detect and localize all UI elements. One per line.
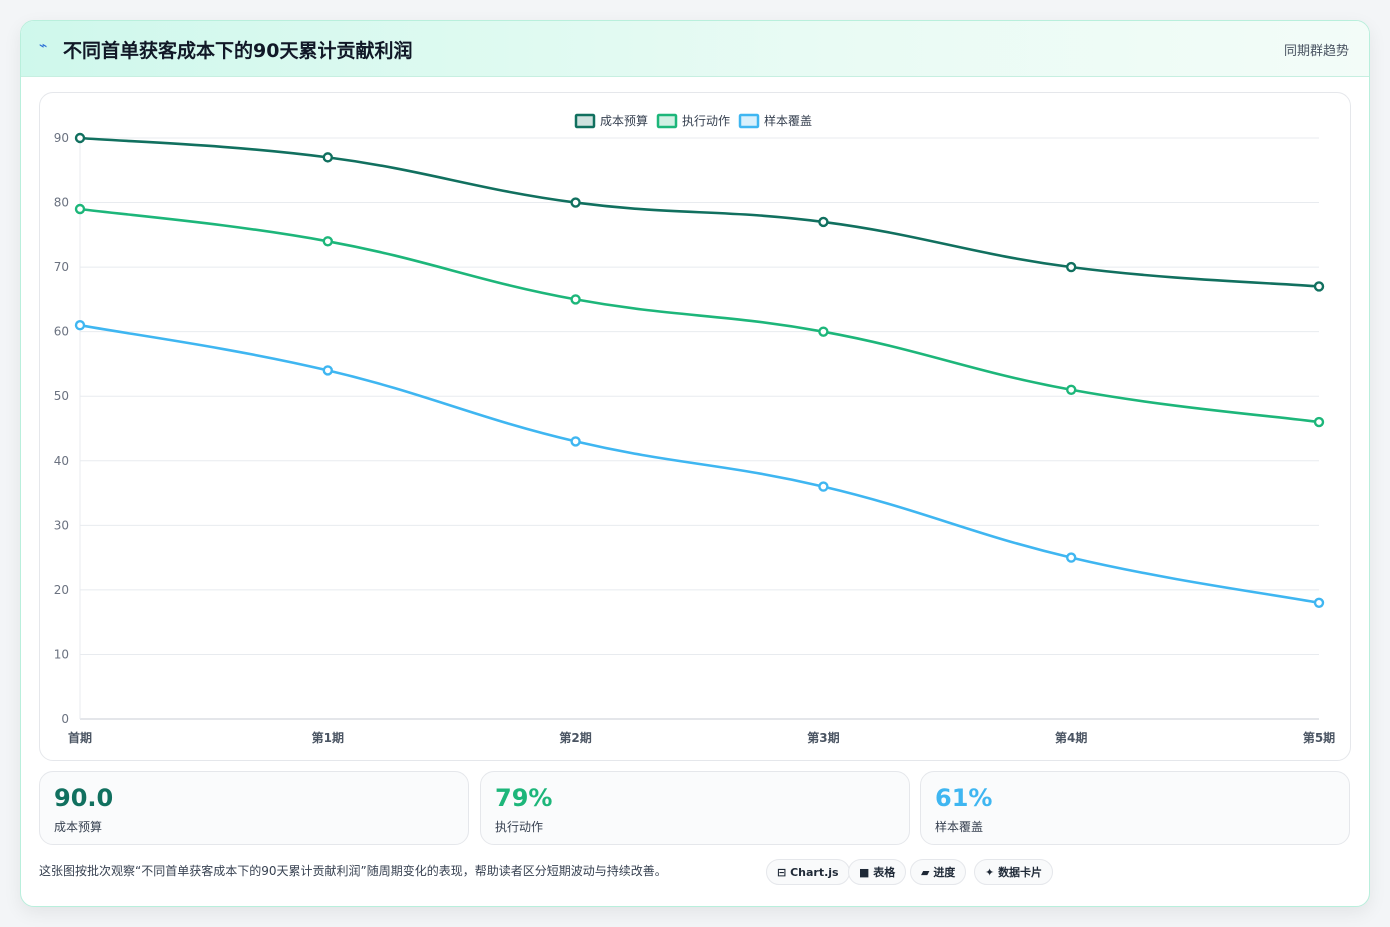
x-tick-label: 第2期 — [559, 730, 591, 745]
x-tick-label: 首期 — [68, 730, 92, 745]
legend-label: 成本预算 — [600, 113, 648, 128]
chart-icon: ⊟ — [777, 866, 787, 879]
legend-swatch — [738, 113, 760, 129]
data-point — [1065, 552, 1077, 563]
x-tick-label: 第1期 — [312, 730, 344, 745]
data-point — [1065, 384, 1077, 395]
chart-footnote: 这张图按批次观察“不同首单获客成本下的90天累计贡献利润”随周期变化的表现，帮助… — [39, 864, 667, 878]
y-tick-label: 70 — [54, 260, 69, 274]
chip-table[interactable]: ■ 表格 — [848, 859, 907, 885]
x-tick-label: 第5期 — [1303, 730, 1335, 745]
stat-label: 成本预算 — [54, 820, 103, 834]
y-tick-label: 20 — [54, 583, 69, 597]
table-icon: ■ — [859, 866, 870, 879]
y-tick-label: 60 — [54, 325, 69, 339]
legend-swatch — [656, 113, 678, 129]
stat-value: 61% — [935, 784, 993, 812]
data-point — [74, 320, 86, 331]
spark-icon: ⌁ — [39, 38, 48, 54]
chip-progress[interactable]: ▰ 进度 — [910, 859, 967, 885]
data-point — [1313, 416, 1325, 428]
y-tick-label: 40 — [54, 454, 69, 468]
data-point — [1313, 281, 1325, 292]
x-tick-label: 第3期 — [807, 730, 839, 745]
chip-label: 进度 — [933, 866, 956, 879]
data-point — [570, 197, 581, 208]
legend-label: 样本覆盖 — [764, 113, 812, 128]
chip-label: Chart.js — [790, 866, 839, 879]
chip-label: 数据卡片 — [998, 866, 1043, 879]
data-point — [570, 294, 581, 305]
series-line — [79, 207, 1320, 424]
line-chart: 0 10 20 30 40 50 60 70 80 90 首期 第1期 第2期 第3期 第4期 第5期 成本预算… — [39, 92, 1351, 761]
y-tick-label: 0 — [61, 712, 69, 726]
stat-label: 执行动作 — [495, 820, 544, 834]
chip-chartjs[interactable]: ⊟ Chart.js — [766, 859, 850, 885]
data-point — [322, 236, 333, 247]
series-line — [79, 323, 1320, 605]
data-point — [74, 203, 86, 215]
stat-value: 79% — [495, 784, 553, 812]
y-tick-label: 80 — [54, 196, 69, 210]
data-point — [570, 436, 581, 447]
chip-data-card[interactable]: ✦ 数据卡片 — [974, 859, 1054, 885]
x-tick-label: 第4期 — [1055, 730, 1087, 745]
data-point — [322, 152, 333, 163]
stat-label: 样本覆盖 — [935, 820, 984, 834]
data-point — [1313, 597, 1325, 608]
card-icon: ✦ — [985, 866, 995, 879]
data-point — [322, 365, 333, 376]
y-tick-label: 10 — [54, 647, 69, 661]
y-tick-label: 50 — [54, 389, 69, 403]
data-point — [1065, 261, 1077, 273]
chart-canvas: 0 10 20 30 40 50 60 70 80 90 首期 第1期 第2期 第3期 第4期 第5期 成本预算… — [54, 113, 1335, 745]
stat-card-action: 79% 执行动作 — [480, 771, 910, 845]
stat-card-coverage: 61% 样本覆盖 — [920, 771, 1350, 845]
legend-label: 执行动作 — [682, 114, 730, 128]
chart-card: ⌁ 不同首单获客成本下的90天累计贡献利润 同期群趋势 0 10 20 30 40 50 6… — [20, 20, 1370, 907]
data-point — [818, 326, 829, 337]
header-tag: 同期群趋势 — [1283, 44, 1349, 59]
stat-value: 90.0 — [54, 784, 114, 812]
data-point — [74, 132, 86, 144]
legend-swatch — [574, 113, 596, 129]
series-line — [79, 136, 1320, 288]
card-header: ⌁ 不同首单获客成本下的90天累计贡献利润 同期群趋势 — [21, 21, 1369, 77]
y-tick-label: 30 — [54, 518, 69, 532]
stat-card-cost: 90.0 成本预算 — [39, 771, 469, 845]
page-title: 不同首单获客成本下的90天累计贡献利润 — [63, 40, 413, 62]
data-point — [818, 216, 829, 228]
data-point — [818, 481, 829, 492]
chip-label: 表格 — [873, 866, 896, 879]
progress-icon: ▰ — [921, 866, 930, 879]
y-tick-label: 90 — [54, 131, 69, 145]
